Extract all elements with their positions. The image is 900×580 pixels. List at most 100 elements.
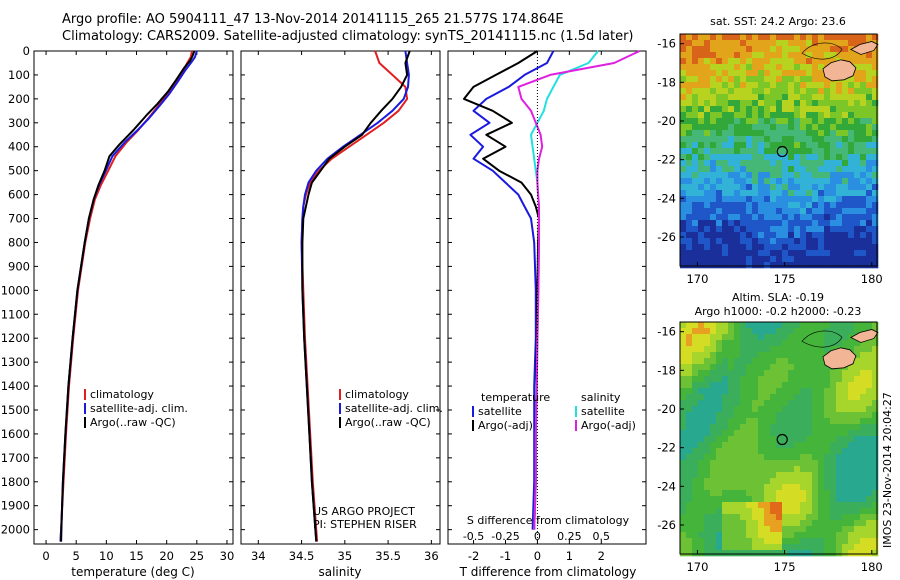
- heatmap-cell: [728, 418, 735, 425]
- heatmap-cell: [824, 106, 831, 113]
- heatmap-cell: [728, 82, 735, 89]
- heatmap-cell: [794, 172, 801, 179]
- heatmap-cell: [710, 208, 717, 215]
- heatmap-cell: [842, 214, 849, 221]
- heatmap-cell: [782, 460, 789, 467]
- heatmap-cell: [794, 484, 801, 491]
- heatmap-cell: [758, 88, 765, 95]
- heatmap-cell: [854, 520, 861, 527]
- heatmap-cell: [800, 82, 807, 89]
- heatmap-cell: [794, 94, 801, 101]
- heatmap-cell: [788, 388, 795, 395]
- heatmap-cell: [746, 232, 753, 239]
- heatmap-cell: [686, 34, 693, 41]
- heatmap-cell: [800, 52, 807, 59]
- heatmap-cell: [866, 232, 873, 239]
- heatmap-cell: [794, 136, 801, 143]
- heatmap-cell: [686, 544, 693, 551]
- heatmap-cell: [830, 226, 837, 233]
- heatmap-cell: [770, 148, 777, 155]
- heatmap-cell: [830, 334, 837, 341]
- heatmap-cell: [866, 418, 873, 425]
- heatmap-cell: [830, 154, 837, 161]
- heatmap-cell: [716, 550, 723, 557]
- heatmap-cell: [734, 472, 741, 479]
- heatmap-cell: [788, 442, 795, 449]
- heatmap-cell: [710, 388, 717, 395]
- heatmap-cell: [680, 346, 687, 353]
- heatmap-cell: [746, 178, 753, 185]
- heatmap-cell: [806, 526, 813, 533]
- heatmap-cell: [728, 406, 735, 413]
- heatmap-cell: [746, 526, 753, 533]
- heatmap-cell: [854, 124, 861, 131]
- heatmap-cell: [794, 550, 801, 557]
- heatmap-cell: [722, 466, 729, 473]
- heatmap-cell: [698, 196, 705, 203]
- heatmap-cell: [734, 196, 741, 203]
- heatmap-cell: [746, 190, 753, 197]
- heatmap-cell: [686, 442, 693, 449]
- heatmap-cell: [854, 196, 861, 203]
- heatmap-cell: [728, 508, 735, 515]
- heatmap-cell: [740, 442, 747, 449]
- heatmap-cell: [806, 172, 813, 179]
- heatmap-cell: [866, 136, 873, 143]
- heatmap-cell: [824, 214, 831, 221]
- heatmap-cell: [776, 34, 783, 41]
- heatmap-cell: [692, 196, 699, 203]
- heatmap-cell: [806, 46, 813, 53]
- heatmap-cell: [698, 250, 705, 257]
- heatmap-cell: [824, 112, 831, 119]
- heatmap-cell: [854, 550, 861, 557]
- heatmap-cell: [734, 322, 741, 329]
- heatmap-cell: [800, 88, 807, 95]
- project-line2: PI: STEPHEN RISER: [313, 518, 417, 531]
- heatmap-cell: [746, 70, 753, 77]
- heatmap-cell: [794, 388, 801, 395]
- heatmap-cell: [680, 172, 687, 179]
- heatmap-cell: [728, 118, 735, 125]
- heatmap-cell: [824, 82, 831, 89]
- heatmap-cell: [860, 58, 867, 65]
- depth-tick-label: 800: [8, 235, 30, 249]
- heatmap-cell: [866, 442, 873, 449]
- heatmap-cell: [806, 64, 813, 71]
- heatmap-cell: [782, 496, 789, 503]
- heatmap-cell: [770, 172, 777, 179]
- heatmap-cell: [746, 478, 753, 485]
- heatmap-cell: [734, 400, 741, 407]
- heatmap-cell: [692, 448, 699, 455]
- heatmap-cell: [836, 370, 843, 377]
- heatmap-cell: [728, 460, 735, 467]
- heatmap-cell: [842, 382, 849, 389]
- heatmap-cell: [788, 532, 795, 539]
- heatmap-cell: [764, 196, 771, 203]
- heatmap-cell: [848, 460, 855, 467]
- heatmap-cell: [854, 244, 861, 251]
- heatmap-cell: [824, 466, 831, 473]
- heatmap-cell: [788, 334, 795, 341]
- heatmap-cell: [806, 34, 813, 41]
- heatmap-cell: [854, 346, 861, 353]
- heatmap-cell: [788, 196, 795, 203]
- heatmap-cell: [806, 250, 813, 257]
- heatmap-cell: [686, 100, 693, 107]
- heatmap-cell: [746, 430, 753, 437]
- heatmap-cell: [692, 250, 699, 257]
- heatmap-cell: [752, 346, 759, 353]
- heatmap-cell: [728, 496, 735, 503]
- heatmap-cell: [800, 154, 807, 161]
- heatmap-cell: [776, 226, 783, 233]
- heatmap-cell: [740, 190, 747, 197]
- heatmap-cell: [812, 58, 819, 65]
- heatmap-cell: [812, 418, 819, 425]
- heatmap-cell: [848, 406, 855, 413]
- heatmap-cell: [710, 154, 717, 161]
- island-vanua-levu: [849, 329, 879, 343]
- heatmap-cell: [710, 262, 717, 269]
- heatmap-cell: [848, 526, 855, 533]
- heatmap-cell: [752, 160, 759, 167]
- heatmap-cell: [782, 418, 789, 425]
- heatmap-cell: [722, 238, 729, 245]
